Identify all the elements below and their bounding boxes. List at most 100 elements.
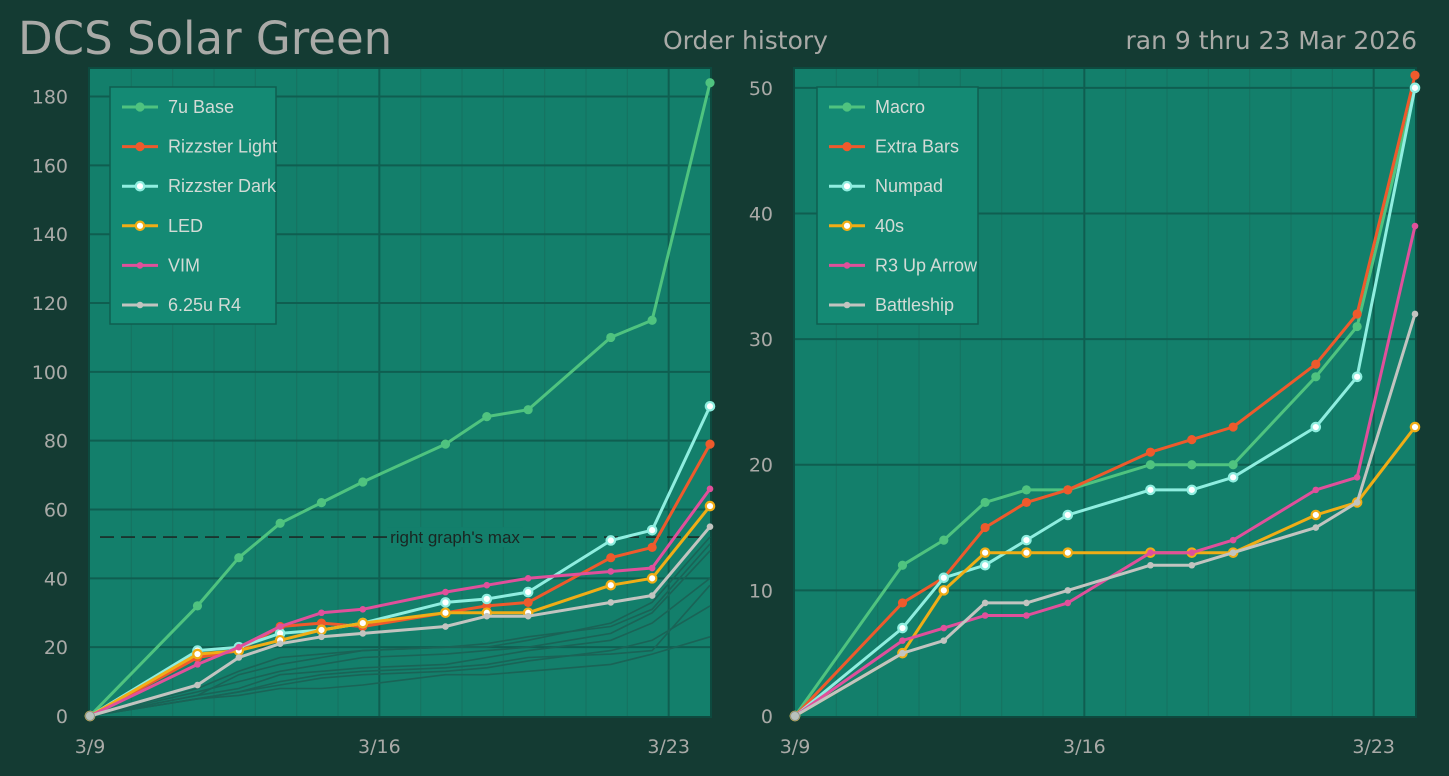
legend-label-extra-bars: Extra Bars bbox=[875, 137, 959, 157]
series-vim bbox=[86, 485, 714, 720]
vim-point bbox=[318, 609, 325, 617]
vim-point bbox=[194, 661, 201, 668]
series-led bbox=[84, 500, 716, 722]
rizzster-dark-point bbox=[481, 593, 493, 605]
legend-battleship-point bbox=[843, 301, 851, 309]
legend-rizzster-dark-point bbox=[134, 180, 146, 192]
40s-point bbox=[938, 585, 950, 596]
left-y-tick-label: 0 bbox=[56, 706, 68, 728]
right-chart: 0 10 20 30 40 50 3/9 3/16 3/23 Macro Extra Bars Num… bbox=[749, 67, 1421, 758]
7u-base-point bbox=[440, 439, 451, 449]
legend-numpad-point bbox=[841, 180, 853, 192]
vim-point bbox=[648, 564, 656, 572]
led-point bbox=[357, 617, 369, 629]
battleship-point bbox=[1229, 549, 1237, 556]
7u-base-point bbox=[647, 315, 657, 325]
left-chart: 0 20 40 60 80 100 120 140 160 180 3/9 3/16 3/23 right… bbox=[32, 67, 716, 758]
extra-bars-point bbox=[1021, 497, 1032, 508]
background-series-line bbox=[89, 636, 711, 717]
macro-point bbox=[1021, 485, 1032, 495]
6-25u-r4-line bbox=[89, 525, 712, 718]
rizzster-light-point bbox=[523, 597, 533, 608]
6-25u-r4-point bbox=[276, 640, 284, 648]
legend-macro-point bbox=[842, 102, 852, 112]
left-x-tick-label: 3/9 bbox=[75, 736, 106, 758]
extra-bars-point bbox=[1187, 435, 1197, 445]
40s-line bbox=[794, 426, 1417, 718]
left-y-tick-label: 80 bbox=[44, 431, 68, 453]
battleship-point bbox=[940, 637, 948, 644]
right-x-tick-label: 3/9 bbox=[780, 736, 811, 758]
rizzster-dark-line bbox=[89, 405, 712, 718]
right-y-tick-label: 0 bbox=[761, 706, 773, 728]
led-point bbox=[704, 500, 716, 512]
right-y-tick-label: 40 bbox=[749, 203, 773, 225]
7u-base-point bbox=[705, 78, 715, 88]
left-y-tick-label: 100 bbox=[32, 362, 68, 384]
vim-point bbox=[359, 606, 367, 613]
right-y-tick-label: 30 bbox=[749, 329, 773, 351]
legend-label-numpad: Numpad bbox=[875, 176, 943, 196]
legend-r3-up-arrow-point bbox=[843, 262, 851, 269]
7u-base-line bbox=[88, 82, 712, 718]
r3-up-arrow-point bbox=[940, 624, 948, 632]
r3-up-arrow-point bbox=[1353, 474, 1361, 481]
macro-point bbox=[1311, 372, 1321, 382]
extra-bars-point bbox=[1228, 422, 1238, 432]
legend-vim-point bbox=[136, 262, 144, 269]
led-point bbox=[605, 579, 617, 591]
legend-label-rizzster-dark: Rizzster Dark bbox=[168, 176, 277, 196]
extra-bars-point bbox=[980, 522, 990, 533]
legend-label-led: LED bbox=[168, 216, 203, 236]
7u-base-point bbox=[275, 518, 285, 528]
left-y-tick-label: 120 bbox=[32, 293, 68, 315]
r3-up-arrow-point bbox=[981, 612, 989, 619]
6-25u-r4-point bbox=[483, 612, 491, 620]
legend-label-r3-up-arrow: R3 Up Arrow bbox=[875, 255, 978, 275]
rizzster-light-point bbox=[647, 542, 657, 552]
legend-led-point bbox=[134, 220, 146, 232]
battleship-point bbox=[1064, 587, 1072, 594]
numpad-point bbox=[897, 622, 908, 634]
background-series-line bbox=[89, 543, 711, 717]
macro-point bbox=[1352, 321, 1362, 332]
extra-bars-point bbox=[1063, 485, 1073, 495]
vim-point bbox=[442, 588, 449, 596]
6-25u-r4-point bbox=[607, 599, 615, 606]
r3-up-arrow-point bbox=[1312, 486, 1320, 494]
macro-point bbox=[939, 535, 949, 545]
vim-line bbox=[89, 488, 712, 718]
background-series-line bbox=[89, 584, 711, 717]
r3-up-arrow-point bbox=[899, 637, 906, 644]
numpad-point bbox=[979, 559, 991, 571]
numpad-point bbox=[1062, 509, 1074, 521]
right-y-tick-label: 10 bbox=[749, 580, 773, 602]
legend-label-vim: VIM bbox=[168, 255, 200, 275]
40s-point bbox=[1062, 547, 1074, 558]
macro-point bbox=[1145, 460, 1156, 470]
macro-point bbox=[1187, 460, 1197, 470]
background-series-line bbox=[89, 550, 711, 717]
6-25u-r4-point bbox=[235, 654, 243, 661]
reference-line-label: right graph's max bbox=[390, 528, 520, 547]
rizzster-dark-point bbox=[440, 597, 451, 608]
battleship-point bbox=[981, 599, 989, 607]
legend-6-25u-r4-point bbox=[136, 301, 144, 309]
rizzster-light-point bbox=[705, 439, 715, 449]
r3-up-arrow-point bbox=[1064, 599, 1072, 607]
40s-point bbox=[1310, 509, 1322, 521]
page-title: DCS Solar Green bbox=[18, 12, 393, 65]
rizzster-dark-point bbox=[704, 400, 716, 412]
chart-subtitle: Order history bbox=[663, 26, 828, 55]
led-point bbox=[192, 648, 203, 660]
right-x-tick-label: 3/23 bbox=[1352, 736, 1395, 758]
legend-40s-point bbox=[841, 220, 853, 232]
macro-point bbox=[1228, 460, 1238, 470]
right-origin-point bbox=[790, 711, 800, 721]
background-series-line bbox=[89, 577, 711, 717]
numpad-line bbox=[794, 87, 1417, 718]
r3-up-arrow-point bbox=[1188, 549, 1196, 556]
7u-base-point bbox=[606, 332, 616, 343]
left-y-tick-label: 40 bbox=[44, 568, 68, 590]
legend-7u-base-point bbox=[135, 102, 145, 112]
